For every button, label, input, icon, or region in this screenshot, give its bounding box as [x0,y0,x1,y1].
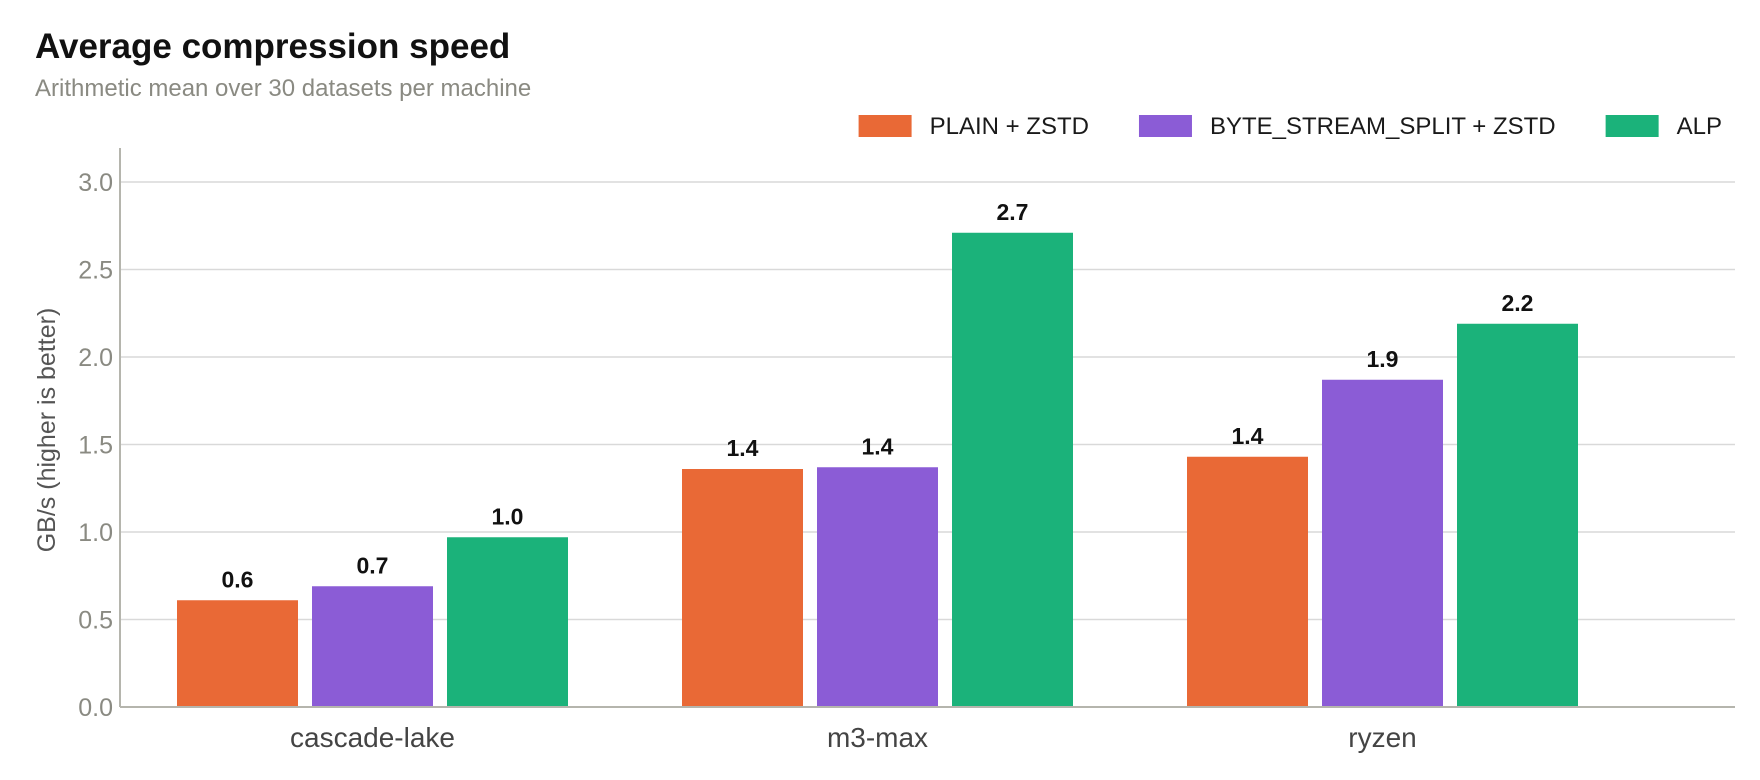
data-label: 0.6 [222,566,254,592]
bars [177,232,1578,707]
x-category-label: m3-max [827,722,928,753]
data-labels: 0.6 0.7 1.0 1.4 1.4 2.7 1.4 1.9 2.2 [222,199,1534,593]
y-tick-label: 1.5 [78,432,113,460]
data-label: 1.9 [1367,346,1399,372]
y-tick-label: 1.0 [78,519,113,547]
data-label: 2.2 [1502,290,1534,316]
bar-alp-m3-max [952,232,1073,707]
x-category-label: cascade-lake [290,722,455,753]
bar-plain-zstd-cascade-lake [177,600,298,707]
legend-item-byte-stream-split-zstd: BYTE_STREAM_SPLIT + ZSTD [1138,113,1556,140]
legend-label: BYTE_STREAM_SPLIT + ZSTD [1210,113,1556,140]
bar-byte-stream-split-zstd-m3-max [817,467,938,707]
legend: PLAIN + ZSTD BYTE_STREAM_SPLIT + ZSTD ALP [858,113,1722,140]
y-tick-label: 2.5 [78,257,113,285]
bar-alp-cascade-lake [447,537,568,707]
data-label: 1.0 [492,503,524,529]
y-tick-label: 0.5 [78,607,113,635]
legend-swatch [1605,115,1659,137]
x-category-label: ryzen [1348,722,1416,753]
bar-plain-zstd-m3-max [682,469,803,707]
bar-byte-stream-split-zstd-cascade-lake [312,586,433,707]
y-tick-label: 0.0 [78,694,113,722]
y-tick-label: 3.0 [78,169,113,197]
chart-subtitle: Arithmetic mean over 30 datasets per mac… [35,75,531,102]
legend-item-plain-zstd: PLAIN + ZSTD [858,113,1089,140]
legend-swatch [858,115,912,137]
legend-label: ALP [1677,113,1722,140]
bar-byte-stream-split-zstd-ryzen [1322,379,1443,707]
x-axis-categories: cascade-lake m3-max ryzen [290,722,1417,753]
data-label: 1.4 [1232,423,1264,449]
data-label: 1.4 [862,433,894,459]
data-label: 1.4 [727,435,759,461]
chart-title: Average compression speed [35,27,510,66]
bar-alp-ryzen [1457,323,1578,707]
legend-swatch [1138,115,1192,137]
y-axis-label: GB/s (higher is better) [33,308,61,553]
y-axis-ticks: 0.0 0.5 1.0 1.5 2.0 2.5 3.0 [78,169,113,722]
legend-label: PLAIN + ZSTD [930,113,1089,140]
bar-plain-zstd-ryzen [1187,456,1308,707]
y-tick-label: 2.0 [78,344,113,372]
data-label: 2.7 [997,199,1029,225]
legend-item-alp: ALP [1605,113,1722,140]
data-label: 0.7 [357,552,389,578]
